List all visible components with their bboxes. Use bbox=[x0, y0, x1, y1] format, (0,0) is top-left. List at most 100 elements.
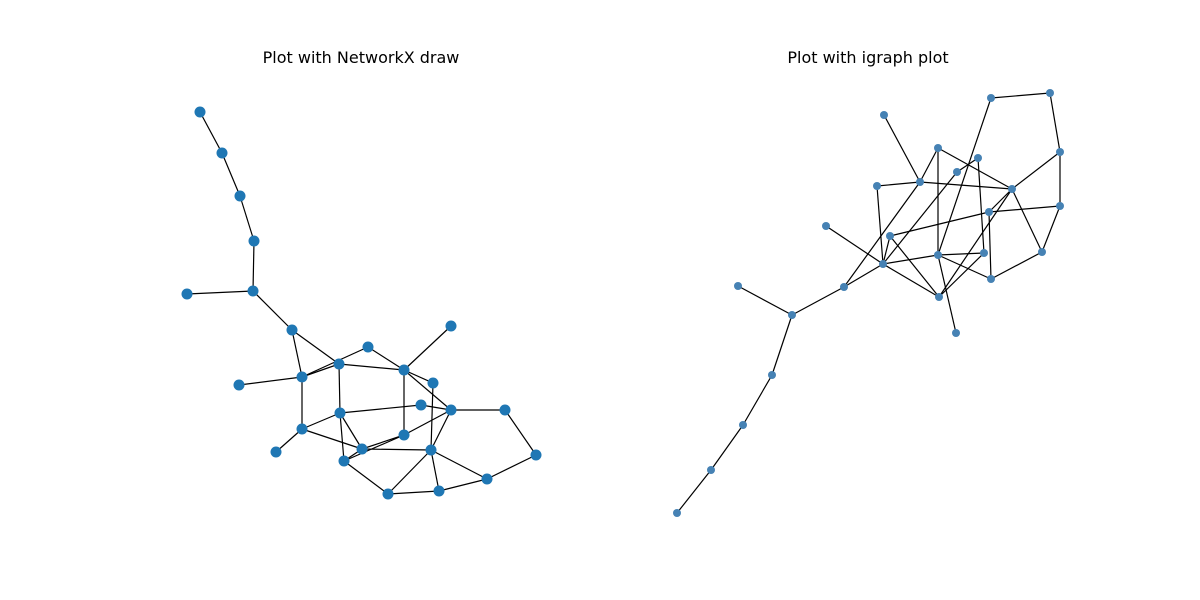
networkx-edge bbox=[291, 329, 340, 365]
networkx-edge bbox=[361, 434, 405, 450]
networkx-edge bbox=[430, 382, 434, 451]
networkx-panel-title: Plot with NetworkX draw bbox=[263, 48, 460, 67]
igraph-node bbox=[953, 168, 961, 176]
networkx-node bbox=[530, 449, 542, 461]
igraph-edge bbox=[919, 181, 1013, 190]
igraph-edge bbox=[710, 424, 744, 471]
networkx-edge bbox=[301, 428, 363, 450]
igraph-node bbox=[880, 111, 888, 119]
igraph-edge bbox=[843, 181, 921, 288]
networkx-node bbox=[398, 364, 410, 376]
networkx-node bbox=[427, 377, 439, 389]
networkx-node bbox=[445, 404, 457, 416]
networkx-edge bbox=[343, 460, 389, 495]
igraph-panel: Plot with igraph plot bbox=[673, 48, 1064, 517]
networkx-edge bbox=[239, 195, 255, 242]
networkx-edge bbox=[403, 325, 452, 371]
networkx-edge bbox=[343, 434, 405, 462]
igraph-edge bbox=[791, 286, 845, 316]
networkx-node bbox=[415, 399, 427, 411]
igraph-node bbox=[1056, 202, 1064, 210]
networkx-edge bbox=[430, 449, 488, 480]
igraph-node bbox=[1046, 89, 1054, 97]
igraph-edge bbox=[937, 254, 992, 280]
networkx-edge bbox=[486, 454, 537, 480]
networkx-edge bbox=[252, 290, 293, 331]
igraph-node bbox=[822, 222, 830, 230]
igraph-node bbox=[886, 232, 894, 240]
networkx-node bbox=[234, 190, 246, 202]
igraph-edge bbox=[1041, 205, 1061, 253]
igraph-edge bbox=[937, 252, 985, 256]
networkx-edge bbox=[199, 111, 223, 154]
networkx-edge bbox=[339, 404, 422, 414]
igraph-node bbox=[974, 154, 982, 162]
networkx-node bbox=[433, 485, 445, 497]
networkx-node bbox=[270, 446, 282, 458]
igraph-edge bbox=[990, 92, 1051, 99]
networkx-node bbox=[356, 443, 368, 455]
igraph-edge bbox=[937, 97, 992, 256]
igraph-edge bbox=[843, 263, 884, 288]
networkx-edge bbox=[338, 363, 341, 414]
igraph-node bbox=[985, 208, 993, 216]
networkx-edge bbox=[339, 412, 363, 450]
igraph-edge bbox=[1011, 151, 1061, 190]
networkx-node bbox=[248, 235, 260, 247]
igraph-edge bbox=[742, 374, 773, 426]
networkx-node bbox=[216, 147, 228, 159]
igraph-edge bbox=[937, 254, 957, 334]
networkx-node bbox=[445, 320, 457, 332]
networkx-edge bbox=[252, 240, 255, 292]
igraph-edge bbox=[882, 235, 891, 265]
networkx-edge bbox=[186, 290, 254, 295]
igraph-node bbox=[788, 311, 796, 319]
igraph-edge bbox=[919, 147, 939, 183]
igraph-edge bbox=[825, 225, 884, 265]
igraph-edge bbox=[990, 251, 1043, 280]
networkx-edge bbox=[387, 449, 432, 495]
igraph-node bbox=[840, 283, 848, 291]
networkx-node bbox=[296, 423, 308, 435]
igraph-edge bbox=[876, 185, 884, 265]
igraph-edge bbox=[883, 114, 921, 183]
igraph-edge bbox=[889, 235, 940, 298]
networkx-edge bbox=[430, 449, 440, 492]
igraph-node bbox=[935, 293, 943, 301]
networkx-nodes bbox=[181, 106, 542, 500]
igraph-edge bbox=[876, 181, 921, 187]
igraph-node bbox=[673, 509, 681, 517]
igraph-node bbox=[1056, 148, 1064, 156]
igraph-edge bbox=[676, 469, 712, 514]
igraph-edge bbox=[977, 157, 985, 254]
networkx-node bbox=[338, 455, 350, 467]
igraph-node bbox=[1008, 185, 1016, 193]
igraph-edge bbox=[988, 205, 1061, 213]
networkx-edge bbox=[301, 412, 341, 430]
networkx-node bbox=[296, 371, 308, 383]
igraph-edges bbox=[676, 92, 1061, 514]
networkx-edge bbox=[238, 376, 303, 386]
igraph-node bbox=[873, 182, 881, 190]
networkx-node bbox=[333, 358, 345, 370]
igraph-node bbox=[987, 275, 995, 283]
networkx-node bbox=[334, 407, 346, 419]
networkx-node bbox=[481, 473, 493, 485]
networkx-edge bbox=[361, 448, 432, 451]
igraph-node bbox=[987, 94, 995, 102]
igraph-node bbox=[739, 421, 747, 429]
networkx-edge bbox=[430, 409, 452, 451]
networkx-edge bbox=[339, 412, 345, 462]
networkx-edge bbox=[301, 363, 340, 378]
igraph-edge bbox=[938, 188, 1013, 298]
igraph-edge bbox=[988, 188, 1013, 213]
networkx-edge bbox=[291, 329, 303, 378]
igraph-edge bbox=[882, 171, 958, 265]
igraph-edge bbox=[889, 211, 990, 237]
igraph-edge bbox=[937, 147, 1013, 190]
networkx-edge bbox=[403, 409, 452, 436]
igraph-node bbox=[980, 249, 988, 257]
igraph-node bbox=[934, 144, 942, 152]
igraph-edge bbox=[737, 285, 793, 316]
networkx-node bbox=[233, 379, 245, 391]
